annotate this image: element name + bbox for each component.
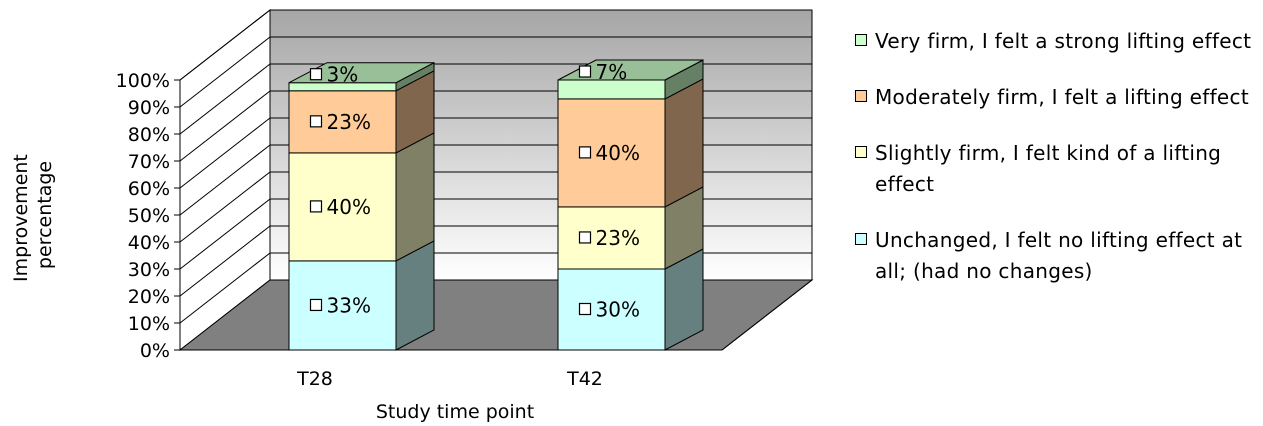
data-label: 33% bbox=[327, 293, 371, 317]
data-label-marker bbox=[309, 68, 323, 81]
y-tick-labels: 0% 10% 20% 30% 40% 50% 60% 70% 80% 90% 100% bbox=[116, 70, 180, 362]
bar-segment bbox=[288, 90, 397, 154]
x-axis-title: Study time point bbox=[376, 401, 534, 423]
bar-segment bbox=[288, 260, 397, 351]
y-tick-label: 80% bbox=[128, 124, 170, 146]
bar-side-segment bbox=[395, 132, 435, 262]
y-axis-title: Improvement percentage bbox=[10, 148, 56, 282]
data-label: 30% bbox=[596, 298, 640, 322]
y-tick-label: 90% bbox=[128, 97, 170, 119]
legend-item: Very firm, I felt a strong lifting effec… bbox=[855, 26, 1255, 57]
y-axis-title-line-1: Improvement bbox=[10, 154, 32, 282]
y-axis-title-line-2: percentage bbox=[34, 161, 56, 269]
bar-segment bbox=[288, 152, 397, 262]
y-tick-label: 0% bbox=[140, 340, 170, 362]
legend-item: Moderately firm, I felt a lifting effect bbox=[855, 82, 1255, 113]
data-label-marker bbox=[309, 298, 323, 312]
gridline-side bbox=[179, 36, 271, 108]
floor bbox=[178, 279, 814, 351]
legend-label: Moderately firm, I felt a lifting effect bbox=[875, 85, 1249, 109]
y-tick-label: 100% bbox=[116, 70, 170, 92]
y-tick-label: 50% bbox=[128, 205, 170, 227]
gridline-side bbox=[179, 198, 271, 270]
bar-segment bbox=[557, 206, 666, 270]
x-category-labels: T28 T42 bbox=[296, 368, 603, 390]
gridline-side bbox=[179, 90, 271, 162]
bars: 33% 40% 23% 3% 30% 23% 40% 7% bbox=[288, 59, 704, 351]
gridline-side bbox=[179, 225, 271, 297]
data-label: 23% bbox=[596, 226, 640, 250]
data-label: 3% bbox=[327, 63, 359, 87]
y-tick-label: 70% bbox=[128, 151, 170, 173]
legend: Very firm, I felt a strong lifting effec… bbox=[855, 26, 1255, 287]
x-category-label: T42 bbox=[566, 368, 603, 390]
legend-label: Slightly firm, I felt kind of a lifting … bbox=[875, 141, 1222, 196]
gridline-side bbox=[179, 171, 271, 243]
legend-item: Unchanged, I felt no lifting effect at a… bbox=[855, 225, 1255, 287]
legend-label: Unchanged, I felt no lifting effect at a… bbox=[875, 228, 1243, 283]
data-label-marker bbox=[578, 146, 592, 159]
data-label: 7% bbox=[596, 60, 628, 84]
legend-swatch bbox=[855, 34, 867, 46]
bar-T28: 33% 40% 23% 3% bbox=[288, 61, 435, 351]
data-label-marker bbox=[309, 115, 323, 128]
bar-side-segment bbox=[664, 78, 704, 208]
data-label-marker bbox=[578, 231, 592, 244]
bar-segment bbox=[557, 268, 666, 351]
data-label-marker bbox=[309, 200, 323, 213]
data-label: 40% bbox=[596, 141, 640, 165]
legend-item: Slightly firm, I felt kind of a lifting … bbox=[855, 138, 1255, 200]
legend-label: Very firm, I felt a strong lifting effec… bbox=[875, 29, 1252, 53]
data-label: 23% bbox=[327, 110, 371, 134]
gridline-side bbox=[179, 9, 271, 81]
data-label-marker bbox=[578, 65, 592, 78]
bar-T42: 30% 23% 40% 7% bbox=[557, 59, 704, 351]
legend-swatch bbox=[855, 146, 867, 158]
gridline-side bbox=[179, 63, 271, 135]
y-tick-label: 20% bbox=[128, 286, 170, 308]
gridline-side bbox=[179, 144, 271, 216]
data-label-marker bbox=[578, 302, 592, 316]
legend-swatch bbox=[855, 233, 867, 245]
y-tick-label: 10% bbox=[128, 313, 170, 335]
data-label: 40% bbox=[327, 195, 371, 219]
bar-segment bbox=[557, 98, 666, 208]
legend-swatch bbox=[855, 90, 867, 102]
x-category-label: T28 bbox=[296, 368, 333, 390]
y-tick-label: 30% bbox=[128, 259, 170, 281]
gridline-side bbox=[179, 252, 271, 324]
y-tick-label: 40% bbox=[128, 232, 170, 254]
y-tick-label: 60% bbox=[128, 178, 170, 200]
floor-front-edge bbox=[721, 279, 813, 351]
gridline-side bbox=[179, 117, 271, 189]
